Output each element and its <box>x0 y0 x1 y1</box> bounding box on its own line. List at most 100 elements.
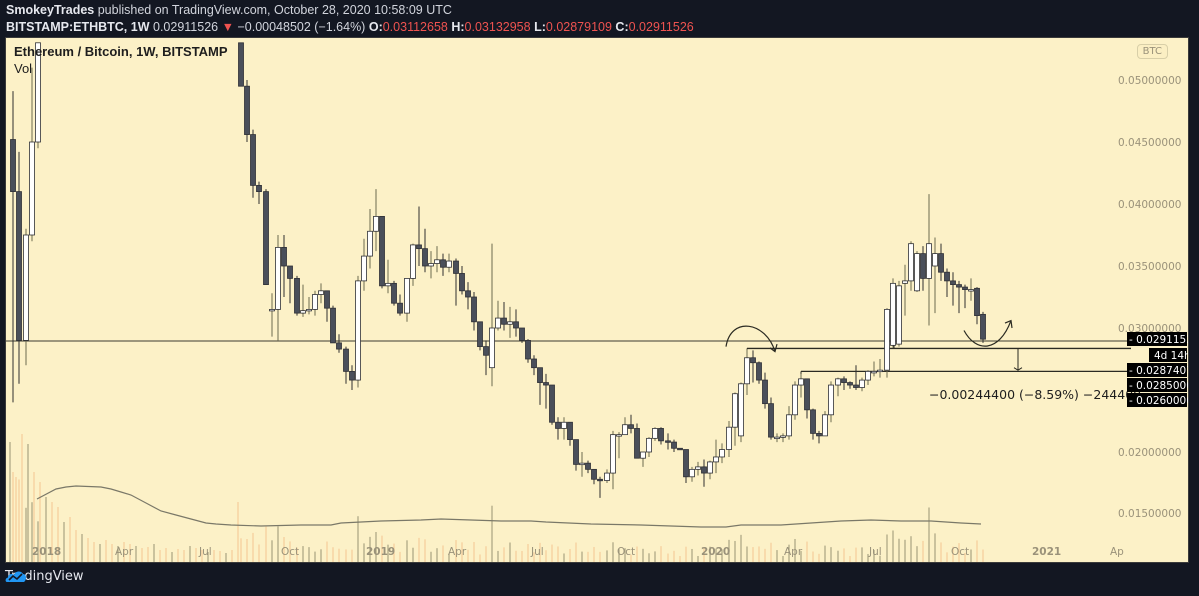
candle-body[interactable] <box>483 346 489 356</box>
candle-body[interactable] <box>646 437 652 453</box>
candle-body[interactable] <box>537 367 543 383</box>
candle-body[interactable] <box>385 282 391 287</box>
candle-body[interactable] <box>459 273 465 292</box>
candle-body[interactable] <box>269 308 275 312</box>
candle-body[interactable] <box>591 468 597 480</box>
candle-body[interactable] <box>416 244 422 250</box>
candle-body[interactable] <box>471 296 477 323</box>
candle-body[interactable] <box>835 378 841 386</box>
candle-body[interactable] <box>853 384 859 388</box>
candle-body[interactable] <box>16 191 22 341</box>
candle-body[interactable] <box>816 432 822 437</box>
candle-body[interactable] <box>29 141 35 236</box>
curved-arrow-left[interactable] <box>725 325 776 352</box>
candle-body[interactable] <box>306 308 312 312</box>
candle-body[interactable] <box>908 243 914 282</box>
candle-body[interactable] <box>422 248 428 267</box>
candle-body[interactable] <box>798 378 804 386</box>
candle-body[interactable] <box>355 280 361 381</box>
candle-body[interactable] <box>871 370 877 374</box>
candle-body[interactable] <box>865 370 871 381</box>
candle-body[interactable] <box>890 282 896 346</box>
candle-body[interactable] <box>561 421 567 429</box>
candle-body[interactable] <box>726 426 732 450</box>
candle-body[interactable] <box>713 456 719 463</box>
curved-arrow-right[interactable] <box>963 320 1012 347</box>
candle-body[interactable] <box>604 472 610 481</box>
candle-body[interactable] <box>10 139 16 192</box>
candle-body[interactable] <box>732 393 738 428</box>
candle-body[interactable] <box>962 286 968 290</box>
candle-body[interactable] <box>336 342 342 350</box>
candle-body[interactable] <box>841 378 847 383</box>
candle-body[interactable] <box>263 191 269 286</box>
candle-body[interactable] <box>926 243 932 279</box>
candle-body[interactable] <box>543 382 549 386</box>
candle-body[interactable] <box>859 379 865 388</box>
candle-body[interactable] <box>495 317 501 329</box>
candle-body[interactable] <box>453 260 459 274</box>
candle-body[interactable] <box>597 478 603 482</box>
candlestick-chart[interactable]: −0.00244400 (−8.59%) −244400 0.05000000 0.… <box>6 38 1189 563</box>
candle-body[interactable] <box>610 434 616 474</box>
candle-body[interactable] <box>287 265 293 279</box>
candle-body[interactable] <box>343 348 349 372</box>
candle-body[interactable] <box>573 439 579 465</box>
candle-body[interactable] <box>914 253 920 292</box>
candle-body[interactable] <box>822 414 828 437</box>
candle-body[interactable] <box>792 384 798 416</box>
candle-body[interactable] <box>640 451 646 459</box>
candle-body[interactable] <box>391 282 397 304</box>
candle-body[interactable] <box>762 379 768 405</box>
candle-body[interactable] <box>275 246 281 310</box>
candle-body[interactable] <box>774 436 780 440</box>
candle-body[interactable] <box>756 362 762 381</box>
candle-body[interactable] <box>294 277 300 314</box>
candle-body[interactable] <box>768 403 774 438</box>
candle-body[interactable] <box>446 260 452 268</box>
candle-body[interactable] <box>440 259 446 268</box>
publisher-name[interactable]: SmokeyTrades <box>6 3 95 17</box>
candle-body[interactable] <box>884 308 890 371</box>
candle-body[interactable] <box>938 253 944 273</box>
candle-body[interactable] <box>896 285 902 345</box>
chart-pane[interactable]: −0.00244400 (−8.59%) −244400 0.05000000 0.… <box>5 37 1189 563</box>
candle-body[interactable] <box>579 462 585 466</box>
candle-body[interactable] <box>410 244 416 279</box>
candle-body[interactable] <box>397 302 403 314</box>
candle-body[interactable] <box>689 468 695 478</box>
candle-body[interactable] <box>683 449 689 478</box>
candle-body[interactable] <box>244 85 250 135</box>
candle-body[interactable] <box>968 289 974 292</box>
candle-body[interactable] <box>658 428 664 442</box>
candle-body[interactable] <box>330 307 336 344</box>
candle-body[interactable] <box>465 290 471 298</box>
candle-body[interactable] <box>695 466 701 470</box>
candle-body[interactable] <box>628 424 634 429</box>
candle-body[interactable] <box>531 358 537 369</box>
candle-body[interactable] <box>744 357 750 385</box>
candle-body[interactable] <box>281 246 287 267</box>
candle-body[interactable] <box>780 435 786 438</box>
candle-body[interactable] <box>980 313 986 340</box>
candle-body[interactable] <box>35 42 41 143</box>
candle-body[interactable] <box>652 428 658 439</box>
candle-body[interactable] <box>944 271 950 282</box>
candle-body[interactable] <box>555 421 561 429</box>
footer-brand[interactable]: TradingView <box>5 569 84 584</box>
candle-body[interactable] <box>616 434 622 437</box>
candle-body[interactable] <box>738 383 744 437</box>
volume-legend[interactable]: Vol <box>14 61 33 76</box>
candle-body[interactable] <box>974 287 980 317</box>
candle-body[interactable] <box>810 409 816 434</box>
candle-body[interactable] <box>238 42 244 87</box>
candle-body[interactable] <box>519 327 525 341</box>
candle-body[interactable] <box>250 134 256 186</box>
candle-body[interactable] <box>750 357 756 364</box>
candle-body[interactable] <box>324 290 330 309</box>
candle-body[interactable] <box>379 215 385 287</box>
candle-body[interactable] <box>318 290 324 295</box>
candle-body[interactable] <box>312 294 318 310</box>
candle-body[interactable] <box>300 310 306 314</box>
candle-body[interactable] <box>719 449 725 458</box>
